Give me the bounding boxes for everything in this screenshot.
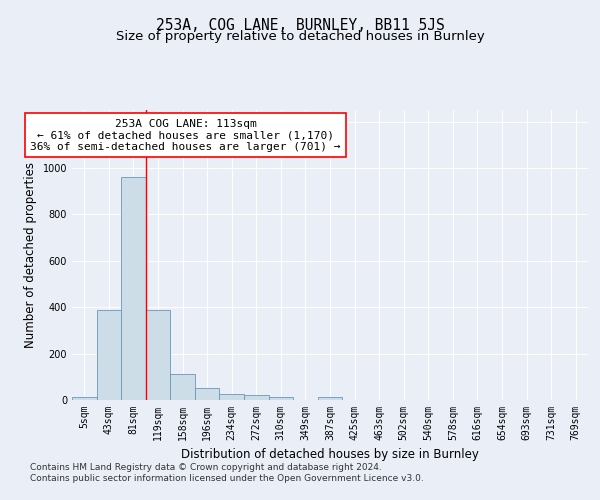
Bar xyxy=(146,310,170,400)
Bar xyxy=(195,388,220,400)
Bar xyxy=(121,178,146,400)
Text: 253A, COG LANE, BURNLEY, BB11 5JS: 253A, COG LANE, BURNLEY, BB11 5JS xyxy=(155,18,445,32)
Bar xyxy=(244,396,269,400)
Text: Contains HM Land Registry data © Crown copyright and database right 2024.: Contains HM Land Registry data © Crown c… xyxy=(30,462,382,471)
Text: 253A COG LANE: 113sqm
← 61% of detached houses are smaller (1,170)
36% of semi-d: 253A COG LANE: 113sqm ← 61% of detached … xyxy=(30,118,341,152)
X-axis label: Distribution of detached houses by size in Burnley: Distribution of detached houses by size … xyxy=(181,448,479,462)
Bar xyxy=(170,374,195,400)
Bar xyxy=(72,396,97,400)
Text: Size of property relative to detached houses in Burnley: Size of property relative to detached ho… xyxy=(116,30,484,43)
Bar xyxy=(220,394,244,400)
Bar xyxy=(269,396,293,400)
Text: Contains public sector information licensed under the Open Government Licence v3: Contains public sector information licen… xyxy=(30,474,424,483)
Bar xyxy=(318,396,342,400)
Bar xyxy=(97,310,121,400)
Y-axis label: Number of detached properties: Number of detached properties xyxy=(24,162,37,348)
